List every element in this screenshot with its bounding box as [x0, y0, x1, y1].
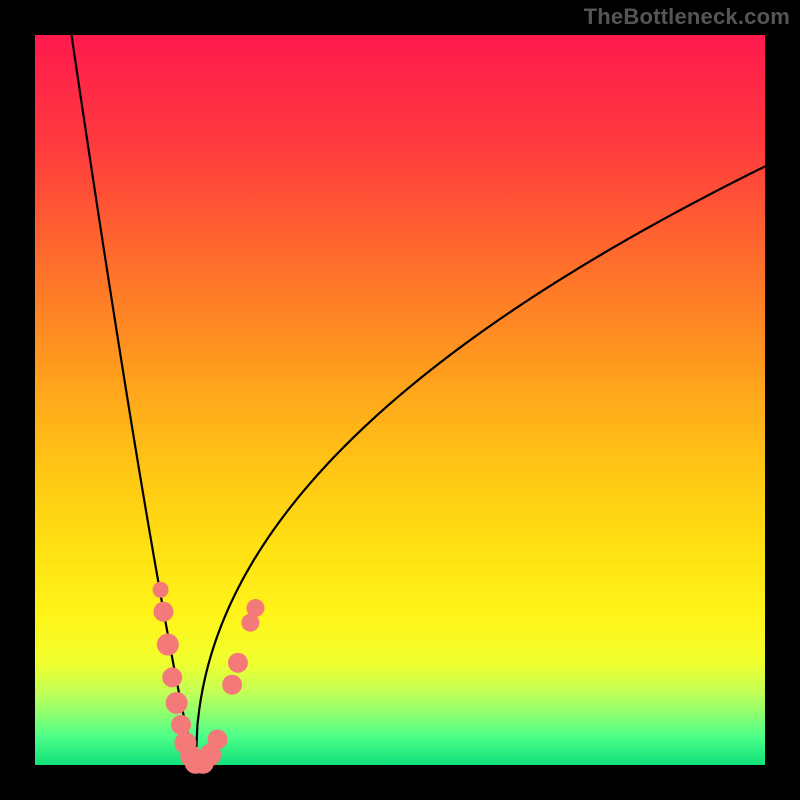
- data-marker: [228, 653, 248, 673]
- data-marker: [153, 582, 169, 598]
- data-marker: [171, 715, 191, 735]
- chart-stage: TheBottleneck.com: [0, 0, 800, 800]
- data-marker: [166, 692, 188, 714]
- data-marker: [157, 634, 179, 656]
- chart-svg: [0, 0, 800, 800]
- data-marker: [222, 675, 242, 695]
- data-marker: [208, 729, 228, 749]
- data-marker: [162, 667, 182, 687]
- plot-background: [35, 35, 765, 765]
- attribution-text: TheBottleneck.com: [584, 4, 790, 30]
- data-marker: [153, 602, 173, 622]
- data-marker: [246, 599, 264, 617]
